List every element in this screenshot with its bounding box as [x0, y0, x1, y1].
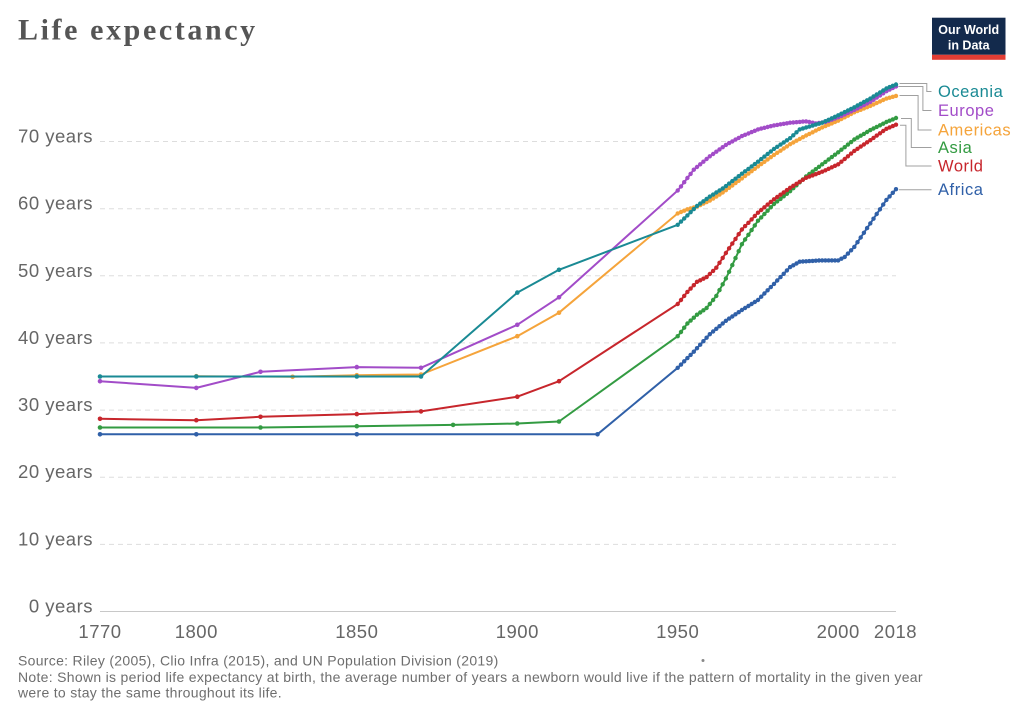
svg-text:Europe: Europe: [938, 102, 995, 120]
svg-text:1950: 1950: [656, 621, 699, 642]
svg-text:10 years: 10 years: [18, 528, 93, 549]
svg-text:Americas: Americas: [938, 122, 1011, 140]
svg-text:in Data: in Data: [948, 39, 991, 53]
svg-text:60 years: 60 years: [18, 193, 93, 214]
svg-text:20 years: 20 years: [18, 461, 93, 482]
svg-text:Note: Shown is period life exp: Note: Shown is period life expectancy at…: [18, 669, 923, 685]
svg-text:40 years: 40 years: [18, 327, 93, 348]
svg-text:1770: 1770: [78, 621, 121, 642]
svg-text:2000: 2000: [817, 621, 860, 642]
svg-text:2018: 2018: [874, 621, 917, 642]
svg-text:Life expectancy: Life expectancy: [18, 14, 258, 47]
svg-text:1900: 1900: [496, 621, 539, 642]
svg-text:Source: Riley (2005), Clio Inf: Source: Riley (2005), Clio Infra (2015),…: [18, 653, 499, 669]
svg-text:50 years: 50 years: [18, 260, 93, 281]
svg-text:Asia: Asia: [938, 139, 973, 157]
svg-text:30 years: 30 years: [18, 394, 93, 415]
svg-text:Our World: Our World: [938, 23, 999, 37]
svg-text:1850: 1850: [335, 621, 378, 642]
svg-text:1800: 1800: [175, 621, 218, 642]
svg-text:Africa: Africa: [938, 181, 984, 199]
svg-text:were to stay the same througho: were to stay the same throughout its lif…: [17, 685, 282, 701]
svg-text:70 years: 70 years: [18, 126, 93, 147]
svg-text:World: World: [938, 158, 984, 176]
svg-text:Oceania: Oceania: [938, 83, 1004, 101]
svg-text:0 years: 0 years: [29, 596, 93, 617]
